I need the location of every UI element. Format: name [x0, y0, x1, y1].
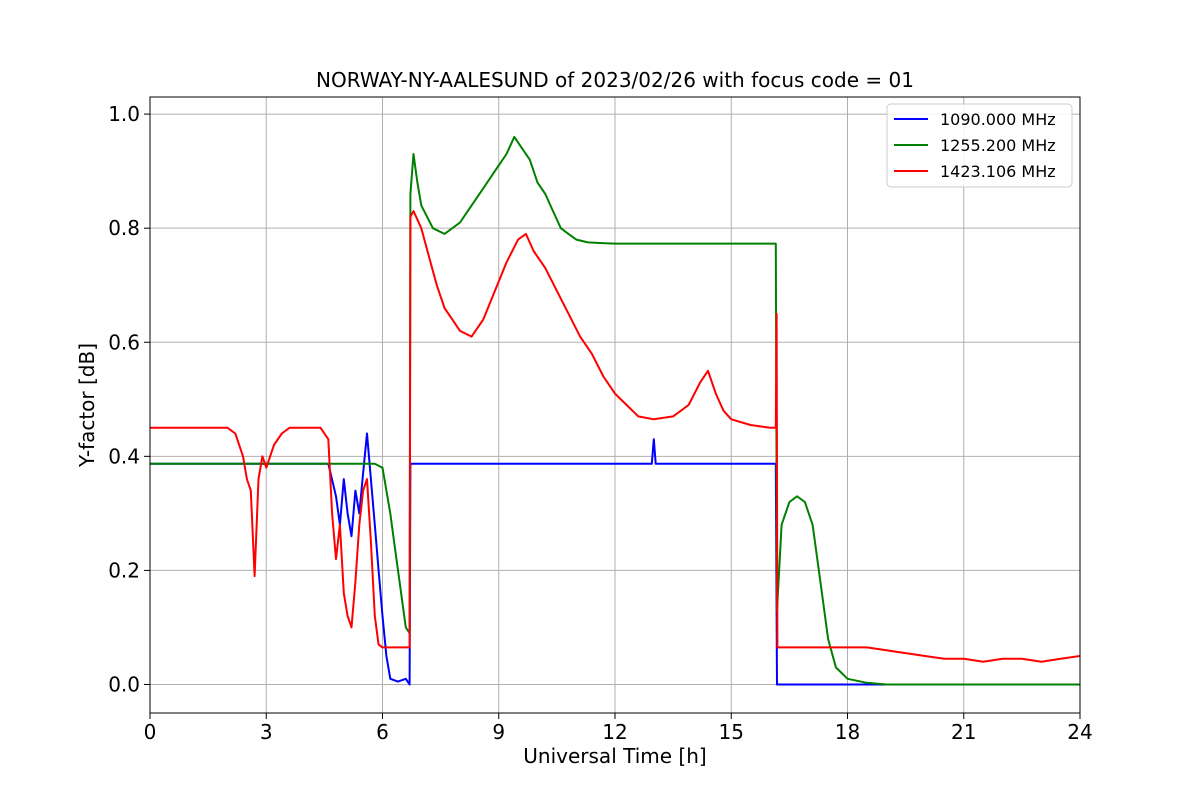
x-tick-label: 9: [492, 720, 505, 744]
y-tick-label: 1.0: [108, 102, 140, 126]
x-tick-label: 21: [951, 720, 976, 744]
y-tick-label: 0.6: [108, 330, 140, 354]
x-axis-label: Universal Time [h]: [523, 744, 706, 768]
series-line-1: [150, 432, 1080, 686]
series-line-2: [150, 135, 1080, 686]
x-tick-label: 24: [1067, 720, 1092, 744]
legend-label: 1255.200 MHz: [940, 136, 1056, 155]
x-tick-label: 15: [719, 720, 744, 744]
y-tick-label: 0.2: [108, 558, 140, 582]
legend: 1090.000 MHz 1255.200 MHz 1423.106 MHz: [886, 103, 1073, 188]
chart-title: NORWAY-NY-AALESUND of 2023/02/26 with fo…: [316, 68, 914, 92]
legend-box: [886, 103, 1073, 188]
series-layer: [150, 135, 1080, 686]
x-tick-label: 0: [144, 720, 157, 744]
x-tick-label: 6: [376, 720, 389, 744]
y-tick-label: 0.8: [108, 216, 140, 240]
legend-label: 1090.000 MHz: [940, 110, 1056, 129]
x-tick-label: 12: [602, 720, 627, 744]
y-axis-label: Y-factor [dB]: [75, 343, 99, 468]
x-tick-label: 18: [835, 720, 860, 744]
ticks: 0 3 6 9 12 15 18 21 24 0.0 0.2 0.4 0.6 0.8 1.0: [108, 102, 1093, 744]
series-line-3: [150, 210, 1080, 663]
legend-label: 1423.106 MHz: [940, 162, 1056, 181]
y-tick-label: 0.0: [108, 672, 140, 696]
y-tick-label: 0.4: [108, 444, 140, 468]
legend-items: 1090.000 MHz 1255.200 MHz 1423.106 MHz: [894, 110, 1056, 181]
x-tick-label: 3: [260, 720, 273, 744]
